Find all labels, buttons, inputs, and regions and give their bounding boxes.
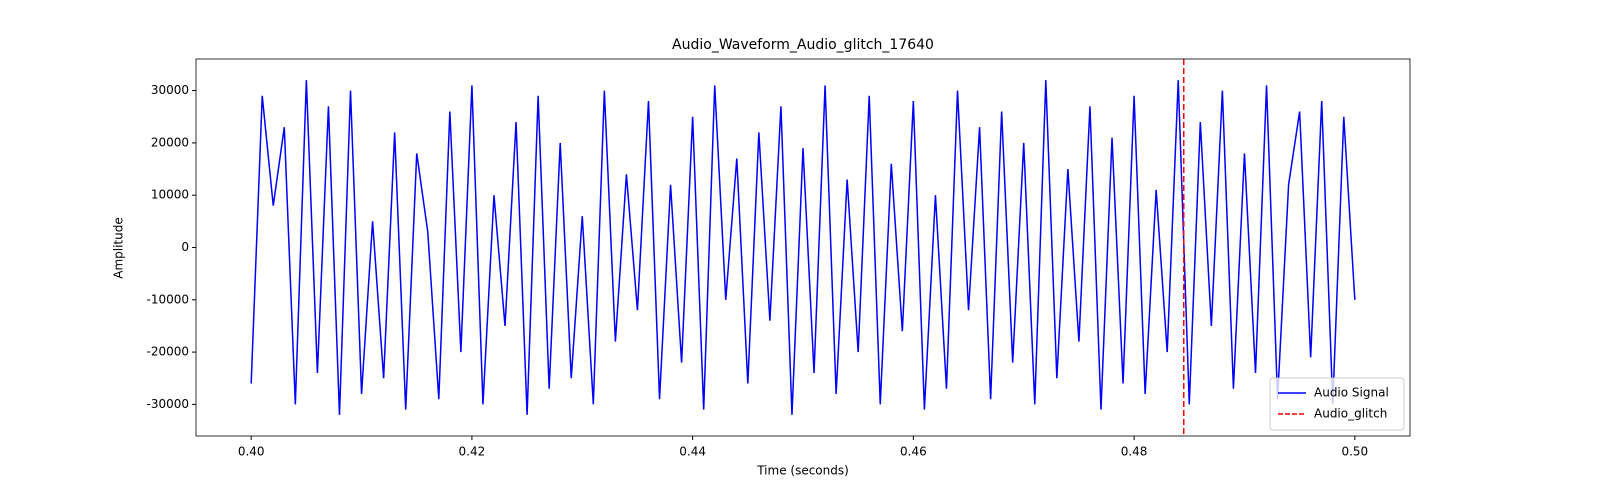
x-tick-label: 0.46 bbox=[900, 445, 927, 459]
y-tick-label: 30000 bbox=[151, 83, 189, 97]
y-tick-label: -10000 bbox=[146, 292, 189, 306]
y-tick-label: -20000 bbox=[146, 345, 189, 359]
y-tick-label: 10000 bbox=[151, 188, 189, 202]
legend-box bbox=[1269, 377, 1405, 431]
x-axis-label: Time (seconds) bbox=[756, 464, 849, 478]
y-tick-label: -30000 bbox=[146, 397, 189, 411]
x-tick-label: 0.42 bbox=[459, 445, 486, 459]
x-tick-label: 0.50 bbox=[1341, 445, 1368, 459]
y-axis-label: Amplitude bbox=[112, 217, 126, 279]
x-tick-label: 0.44 bbox=[679, 445, 706, 459]
chart-title: Audio_Waveform_Audio_glitch_17640 bbox=[672, 37, 934, 53]
legend-label: Audio Signal bbox=[1314, 386, 1389, 400]
y-tick-label: 0 bbox=[181, 240, 189, 254]
plot-frame bbox=[195, 58, 1411, 437]
y-tick-label: 20000 bbox=[151, 135, 189, 149]
legend-label: Audio_glitch bbox=[1314, 407, 1387, 421]
waveform-line bbox=[250, 80, 1356, 415]
x-tick-label: 0.40 bbox=[238, 445, 265, 459]
x-tick-label: 0.48 bbox=[1121, 445, 1148, 459]
